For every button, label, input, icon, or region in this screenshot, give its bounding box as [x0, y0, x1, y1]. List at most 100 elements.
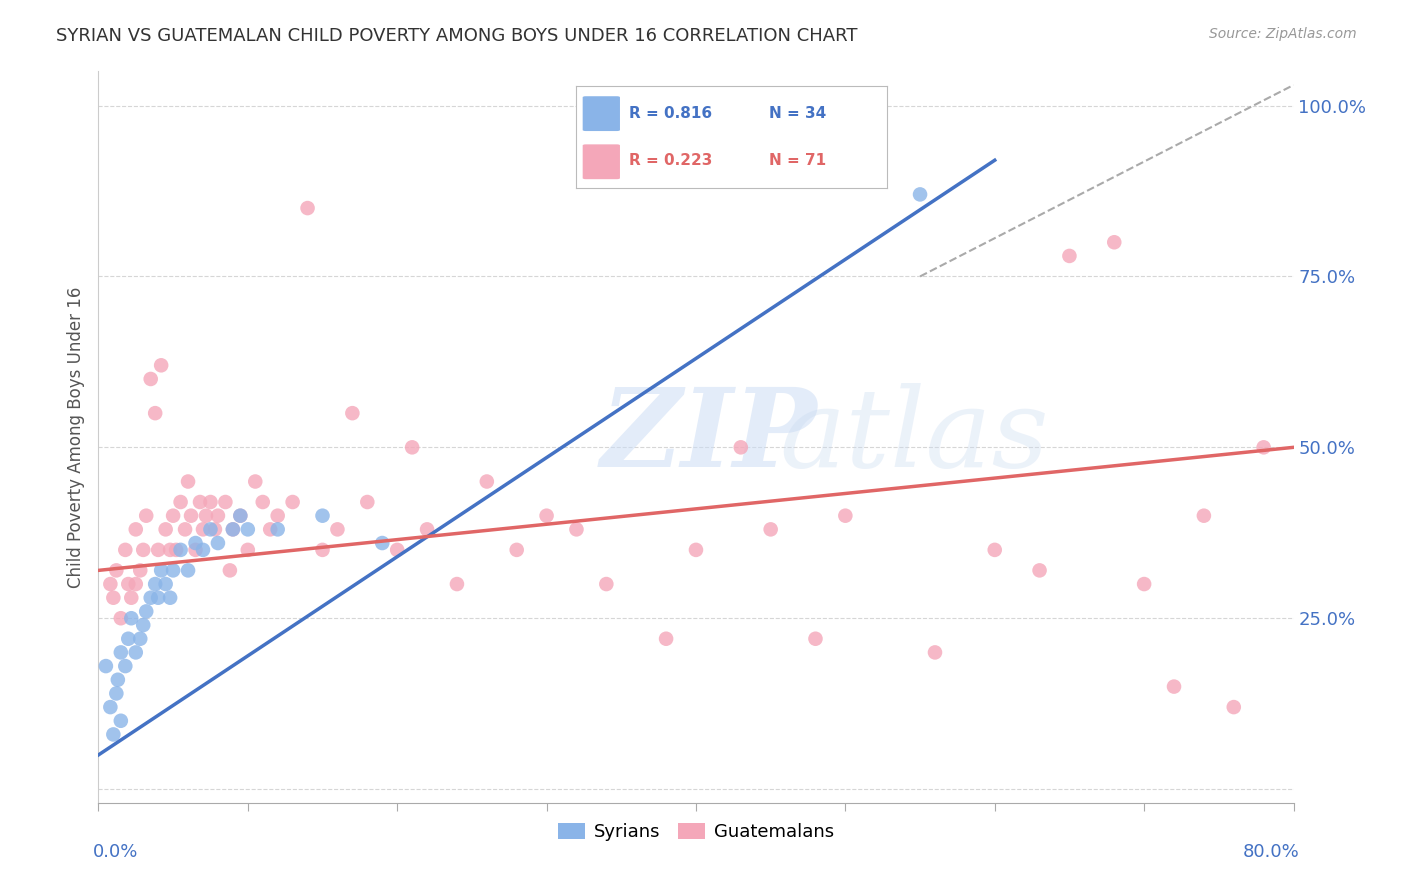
- Point: [98, 577, 122, 591]
- Point: [165, 542, 187, 557]
- Point: [506, 542, 529, 557]
- Point: [110, 611, 132, 625]
- Point: [804, 632, 827, 646]
- Point: [214, 495, 236, 509]
- Point: [125, 577, 148, 591]
- Point: [834, 508, 856, 523]
- Point: [204, 522, 226, 536]
- Point: [177, 475, 200, 489]
- Point: [132, 618, 155, 632]
- Point: [139, 591, 162, 605]
- Point: [311, 508, 333, 523]
- Point: [94, 659, 117, 673]
- Point: [139, 372, 162, 386]
- Point: [191, 542, 214, 557]
- Point: [759, 522, 782, 536]
- Point: [125, 645, 148, 659]
- Point: [1253, 440, 1275, 454]
- Point: [135, 604, 157, 618]
- Point: [162, 508, 184, 523]
- Point: [342, 406, 364, 420]
- Point: [259, 522, 281, 536]
- Legend: Syrians, Guatemalans: Syrians, Guatemalans: [550, 816, 842, 848]
- Point: [174, 522, 197, 536]
- Point: [685, 542, 707, 557]
- Point: [159, 591, 181, 605]
- Point: [1223, 700, 1246, 714]
- Point: [297, 201, 319, 215]
- Point: [236, 542, 259, 557]
- Point: [267, 522, 290, 536]
- Point: [180, 508, 202, 523]
- Text: 80.0%: 80.0%: [1243, 843, 1299, 861]
- Point: [177, 563, 200, 577]
- Point: [200, 522, 222, 536]
- Point: [730, 440, 752, 454]
- Text: SYRIAN VS GUATEMALAN CHILD POVERTY AMONG BOYS UNDER 16 CORRELATION CHART: SYRIAN VS GUATEMALAN CHILD POVERTY AMONG…: [56, 27, 858, 45]
- Point: [475, 475, 498, 489]
- Point: [536, 508, 558, 523]
- Point: [150, 563, 173, 577]
- Point: [267, 508, 290, 523]
- Point: [159, 542, 181, 557]
- Text: ZIP: ZIP: [600, 384, 817, 491]
- Point: [229, 508, 252, 523]
- Point: [143, 406, 166, 420]
- Point: [169, 542, 191, 557]
- Point: [150, 359, 173, 373]
- Point: [222, 522, 245, 536]
- Point: [385, 542, 409, 557]
- Point: [984, 542, 1007, 557]
- Point: [191, 522, 214, 536]
- Point: [222, 522, 245, 536]
- Point: [908, 187, 931, 202]
- Point: [281, 495, 304, 509]
- Point: [401, 440, 423, 454]
- Point: [245, 475, 267, 489]
- Text: 0.0%: 0.0%: [93, 843, 138, 861]
- Point: [105, 563, 128, 577]
- Point: [114, 659, 136, 673]
- Point: [105, 686, 128, 700]
- Point: [655, 632, 678, 646]
- Point: [98, 700, 122, 714]
- Point: [120, 591, 142, 605]
- Point: [416, 522, 439, 536]
- Point: [311, 542, 333, 557]
- Point: [219, 563, 242, 577]
- Point: [252, 495, 274, 509]
- Point: [200, 495, 222, 509]
- Point: [565, 522, 588, 536]
- Point: [103, 591, 125, 605]
- Point: [195, 508, 218, 523]
- Point: [143, 577, 166, 591]
- Point: [155, 577, 177, 591]
- Point: [110, 714, 132, 728]
- Point: [1192, 508, 1215, 523]
- Point: [356, 495, 378, 509]
- Point: [229, 508, 252, 523]
- Point: [1028, 563, 1050, 577]
- Point: [129, 563, 152, 577]
- Point: [1059, 249, 1081, 263]
- Point: [132, 542, 155, 557]
- Point: [188, 495, 211, 509]
- Point: [207, 508, 229, 523]
- Point: [120, 611, 142, 625]
- Point: [110, 645, 132, 659]
- Point: [595, 577, 617, 591]
- Point: [184, 542, 207, 557]
- Text: Source: ZipAtlas.com: Source: ZipAtlas.com: [1209, 27, 1357, 41]
- Point: [371, 536, 394, 550]
- Point: [135, 508, 157, 523]
- Point: [1133, 577, 1156, 591]
- Text: atlas: atlas: [779, 384, 1049, 491]
- Point: [326, 522, 349, 536]
- Point: [155, 522, 177, 536]
- Point: [184, 536, 207, 550]
- Point: [446, 577, 468, 591]
- Point: [148, 542, 170, 557]
- Point: [129, 632, 152, 646]
- Point: [125, 522, 148, 536]
- Y-axis label: Child Poverty Among Boys Under 16: Child Poverty Among Boys Under 16: [66, 286, 84, 588]
